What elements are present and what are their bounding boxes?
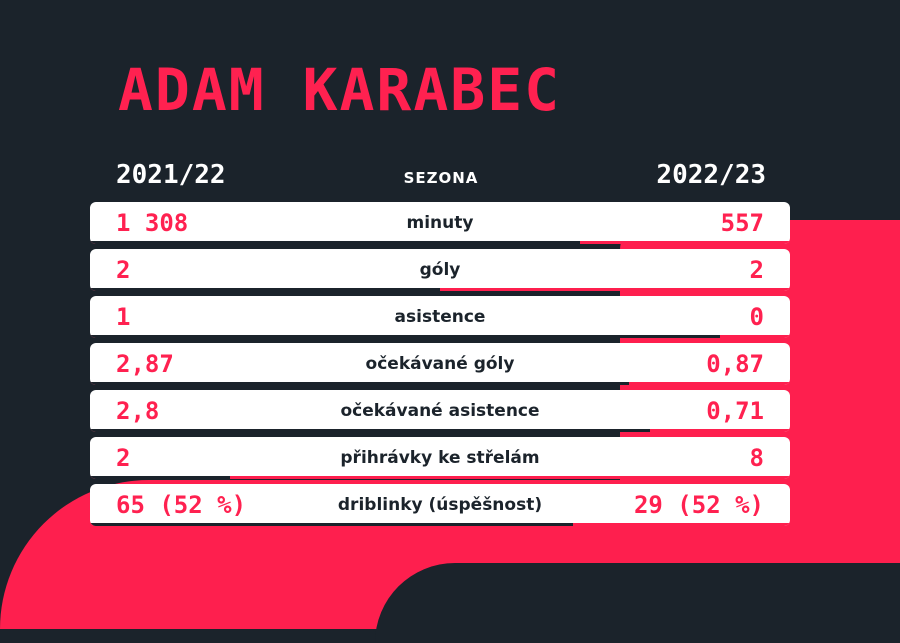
stat-value-left: 1 308 bbox=[116, 209, 189, 237]
stat-label: driblinky (úspěšnost) bbox=[337, 495, 543, 515]
comparison-bar-left bbox=[90, 382, 629, 385]
comparison-bar-left bbox=[90, 429, 650, 432]
stat-value-left: 2 bbox=[116, 256, 131, 284]
stat-value-right: 8 bbox=[749, 444, 764, 472]
stat-value-left: 2 bbox=[116, 444, 131, 472]
comparison-bar-left bbox=[90, 241, 580, 244]
comparison-bar-left bbox=[90, 335, 720, 338]
stat-row-goals: 2 góly 2 bbox=[90, 249, 790, 291]
season-center-label: SEZONA bbox=[403, 169, 479, 187]
stats-table: 1 308 minuty 557 2 góly 2 1 asistence 0 … bbox=[90, 202, 790, 531]
comparison-bar-left bbox=[90, 288, 440, 291]
comparison-bar-left bbox=[90, 476, 230, 479]
stat-label: góly bbox=[419, 260, 461, 280]
stat-value-right: 0,71 bbox=[706, 397, 764, 425]
comparison-bar-right bbox=[90, 476, 790, 479]
stat-label: očekávané góly bbox=[365, 354, 515, 374]
stat-value-right: 29 (52 %) bbox=[633, 491, 764, 519]
comparison-bar-right bbox=[90, 288, 790, 291]
stat-value-left: 65 (52 %) bbox=[116, 491, 247, 519]
background-shape-dark-cutout bbox=[375, 563, 900, 643]
stat-row-expected-assists: 2,8 očekávané asistence 0,71 bbox=[90, 390, 790, 432]
stat-row-assists: 1 asistence 0 bbox=[90, 296, 790, 338]
stat-row-minutes: 1 308 minuty 557 bbox=[90, 202, 790, 244]
season-header: 2021/22 SEZONA 2022/23 bbox=[116, 158, 766, 192]
player-name-title: ADAM KARABEC bbox=[118, 56, 562, 124]
season-left-label: 2021/22 bbox=[116, 160, 226, 190]
stat-value-left: 1 bbox=[116, 303, 131, 331]
stat-value-right: 0 bbox=[749, 303, 764, 331]
stat-value-left: 2,87 bbox=[116, 350, 174, 378]
stat-label: očekávané asistence bbox=[340, 401, 540, 421]
season-right-label: 2022/23 bbox=[656, 160, 766, 190]
stat-row-dribbles: 65 (52 %) driblinky (úspěšnost) 29 (52 %… bbox=[90, 484, 790, 526]
stat-value-right: 2 bbox=[749, 256, 764, 284]
stat-label: minuty bbox=[406, 213, 474, 233]
stat-row-key-passes: 2 přihrávky ke střelám 8 bbox=[90, 437, 790, 479]
stat-label: asistence bbox=[394, 307, 486, 327]
stat-row-expected-goals: 2,87 očekávané góly 0,87 bbox=[90, 343, 790, 385]
stat-value-left: 2,8 bbox=[116, 397, 160, 425]
stat-value-right: 0,87 bbox=[706, 350, 764, 378]
stat-label: přihrávky ke střelám bbox=[340, 448, 540, 468]
comparison-bar-left bbox=[90, 523, 573, 526]
stat-value-right: 557 bbox=[720, 209, 764, 237]
